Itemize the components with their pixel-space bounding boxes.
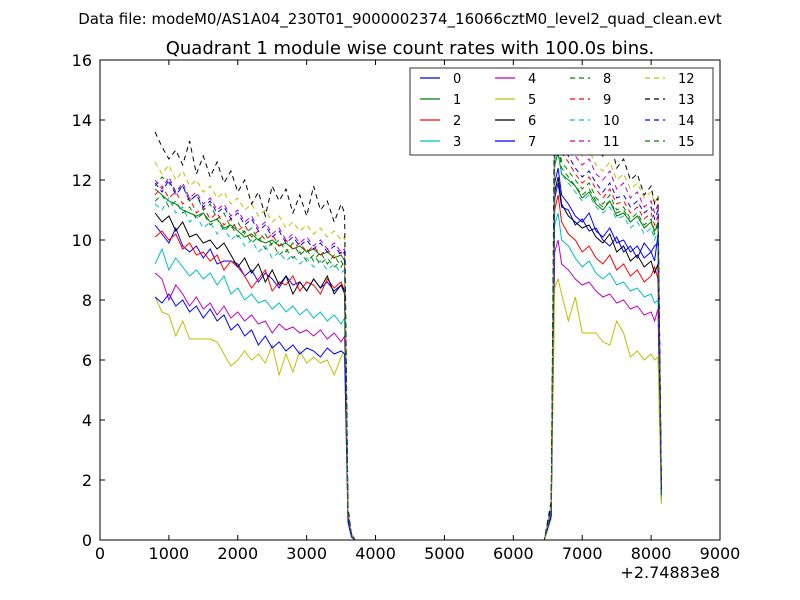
series-line-9 xyxy=(154,128,662,541)
y-tick-label: 16 xyxy=(72,51,92,70)
suptitle: Data file: modeM0/AS1A04_230T01_90000023… xyxy=(78,10,722,29)
series-line-2 xyxy=(154,194,662,541)
x-tick-label: 2000 xyxy=(217,544,258,563)
series-line-4 xyxy=(154,239,662,541)
series-line-14 xyxy=(154,119,662,541)
series-line-10 xyxy=(154,149,662,541)
x-offset-label: +2.74883e8 xyxy=(620,563,720,582)
x-tick-label: 6000 xyxy=(493,544,534,563)
legend-label-3: 3 xyxy=(453,135,461,150)
series-layer xyxy=(154,77,662,541)
series-line-3 xyxy=(154,212,662,541)
y-tick-label: 2 xyxy=(82,471,92,490)
series-line-15 xyxy=(154,143,662,541)
legend-label-9: 9 xyxy=(603,93,611,108)
legend-label-12: 12 xyxy=(678,72,695,87)
x-tick-label: 4000 xyxy=(355,544,396,563)
x-tick-label: 9000 xyxy=(700,544,741,563)
y-tick-label: 6 xyxy=(82,351,92,370)
legend-label-4: 4 xyxy=(528,72,536,87)
chart-title: Quadrant 1 module wise count rates with … xyxy=(166,38,655,59)
series-line-1 xyxy=(154,152,662,541)
series-line-11 xyxy=(154,101,662,541)
series-line-0 xyxy=(154,182,662,541)
y-tick-label: 4 xyxy=(82,411,92,430)
y-tick-label: 12 xyxy=(72,171,92,190)
legend-frame xyxy=(409,67,714,156)
y-tick-label: 10 xyxy=(72,231,92,250)
legend-label-15: 15 xyxy=(678,135,695,150)
series-line-6 xyxy=(154,176,662,541)
x-tick-label: 5000 xyxy=(424,544,465,563)
legend-label-6: 6 xyxy=(528,114,536,129)
legend-label-1: 1 xyxy=(453,93,461,108)
series-line-7 xyxy=(154,167,662,541)
legend-label-14: 14 xyxy=(678,114,695,129)
legend-label-2: 2 xyxy=(453,114,461,129)
legend-label-8: 8 xyxy=(603,72,611,87)
legend-label-7: 7 xyxy=(528,135,536,150)
plot-area: 0 1000 2000 3000 4000 5000 6000 7000 8000 9000 0 2 4… xyxy=(72,51,741,582)
y-tick-label: 8 xyxy=(82,291,92,310)
legend-label-5: 5 xyxy=(528,93,536,108)
legend-label-13: 13 xyxy=(678,93,695,108)
legend-label-0: 0 xyxy=(453,72,461,87)
x-tick-label: 0 xyxy=(95,544,105,563)
legend-label-10: 10 xyxy=(603,114,620,129)
y-tick-label: 0 xyxy=(82,531,92,550)
series-line-12 xyxy=(154,92,662,541)
x-tick-label: 1000 xyxy=(149,544,190,563)
legend-label-11: 11 xyxy=(603,135,620,150)
x-tick-label: 7000 xyxy=(562,544,603,563)
x-tick-label: 3000 xyxy=(286,544,327,563)
x-tick-label: 8000 xyxy=(631,544,672,563)
tick-layer: 0 1000 2000 3000 4000 5000 6000 7000 8000 9000 0 2 4… xyxy=(72,51,741,563)
y-tick-label: 14 xyxy=(72,111,92,130)
